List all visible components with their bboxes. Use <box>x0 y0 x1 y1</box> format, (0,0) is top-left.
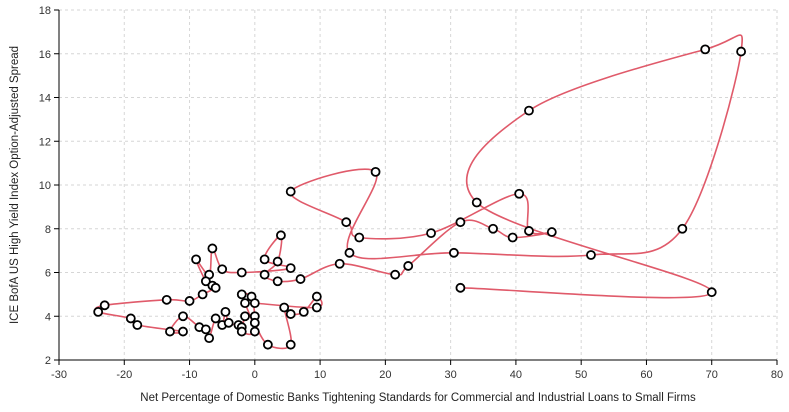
data-point[interactable] <box>217 264 228 275</box>
data-point[interactable] <box>279 302 290 313</box>
data-point[interactable] <box>507 232 518 243</box>
data-point[interactable] <box>448 247 459 258</box>
y-tick-label: 4 <box>45 311 51 323</box>
data-point[interactable] <box>341 217 352 228</box>
data-point[interactable] <box>240 311 250 322</box>
data-point[interactable] <box>311 302 322 313</box>
x-tick-label: 10 <box>314 369 326 381</box>
y-tick-label: 16 <box>39 49 51 61</box>
y-tick-label: 10 <box>39 180 51 192</box>
data-point[interactable] <box>259 254 270 265</box>
data-point[interactable] <box>311 291 322 302</box>
data-point[interactable] <box>586 250 596 260</box>
data-point[interactable] <box>285 309 296 319</box>
data-point[interactable] <box>236 267 247 278</box>
data-point[interactable] <box>99 300 110 311</box>
data-point[interactable] <box>220 306 231 317</box>
x-tick-label: -30 <box>51 369 67 381</box>
y-tick-label: 8 <box>45 224 51 236</box>
x-tick-label: 70 <box>706 369 718 381</box>
data-point[interactable] <box>272 256 283 267</box>
data-point[interactable] <box>197 289 208 300</box>
data-point[interactable] <box>93 306 104 317</box>
data-point[interactable] <box>524 105 534 116</box>
data-point[interactable] <box>488 223 498 234</box>
y-axis-title: ICE BofA US High Yield Index Option-Adju… <box>9 46 21 324</box>
x-tick-label: 30 <box>445 369 457 381</box>
data-point[interactable] <box>207 243 218 254</box>
data-point[interactable] <box>240 298 250 309</box>
data-point[interactable] <box>390 269 401 280</box>
x-tick-label: 0 <box>252 369 258 381</box>
data-point[interactable] <box>677 223 688 234</box>
data-point[interactable] <box>272 276 283 287</box>
x-tick-label: -20 <box>116 369 132 381</box>
data-point[interactable] <box>285 339 296 350</box>
data-point[interactable] <box>249 326 260 337</box>
data-point[interactable] <box>249 317 260 328</box>
data-point[interactable] <box>223 317 234 328</box>
data-point[interactable] <box>200 324 211 335</box>
data-point[interactable] <box>285 186 296 197</box>
data-point[interactable] <box>426 228 436 239</box>
data-point[interactable] <box>161 294 172 305</box>
data-point[interactable] <box>236 326 247 337</box>
data-points <box>93 44 746 350</box>
data-point[interactable] <box>210 313 221 324</box>
data-point[interactable] <box>370 166 381 177</box>
y-tick-label: 12 <box>39 136 51 148</box>
y-tick-label: 2 <box>45 355 51 367</box>
y-tick-label: 14 <box>39 93 51 105</box>
x-axis-title: Net Percentage of Domestic Banks Tighten… <box>140 392 696 404</box>
data-point[interactable] <box>403 261 414 271</box>
data-point[interactable] <box>184 296 195 306</box>
x-tick-label: -10 <box>182 369 198 381</box>
data-point[interactable] <box>200 276 211 287</box>
data-point[interactable] <box>125 313 136 324</box>
x-tick-label: 80 <box>771 369 783 381</box>
data-point[interactable] <box>178 311 188 322</box>
data-point[interactable] <box>334 258 345 269</box>
data-point[interactable] <box>210 282 221 293</box>
data-point[interactable] <box>471 197 482 208</box>
data-point[interactable] <box>165 326 175 337</box>
axes: -30 -20 -10 0 10 20 30 40 50 60 70 80 2 4 6 8 10 12 14 16 18 <box>39 5 783 381</box>
data-point[interactable] <box>204 333 215 344</box>
data-point[interactable] <box>344 247 355 258</box>
data-point[interactable] <box>295 274 306 284</box>
data-point[interactable] <box>524 226 534 236</box>
data-point[interactable] <box>736 46 746 57</box>
data-point[interactable] <box>514 188 525 199</box>
data-point[interactable] <box>455 217 466 228</box>
data-point[interactable] <box>285 263 296 274</box>
data-point[interactable] <box>249 298 260 309</box>
y-tick-label: 18 <box>39 5 51 17</box>
x-tick-label: 60 <box>640 369 652 381</box>
data-point[interactable] <box>546 227 557 237</box>
data-point[interactable] <box>236 289 247 300</box>
x-tick-label: 20 <box>379 369 391 381</box>
grid-lines <box>59 9 778 360</box>
data-point[interactable] <box>132 320 143 330</box>
data-point[interactable] <box>354 232 365 243</box>
data-point[interactable] <box>259 269 270 280</box>
data-point[interactable] <box>706 287 717 298</box>
data-point[interactable] <box>276 230 286 241</box>
data-point[interactable] <box>262 339 273 350</box>
data-point[interactable] <box>178 326 188 337</box>
data-point[interactable] <box>455 282 466 293</box>
x-tick-label: 40 <box>510 369 522 381</box>
x-tick-label: 50 <box>575 369 587 381</box>
data-point[interactable] <box>700 44 711 55</box>
data-point[interactable] <box>298 306 309 317</box>
data-point[interactable] <box>191 254 201 265</box>
y-tick-label: 6 <box>45 268 51 280</box>
